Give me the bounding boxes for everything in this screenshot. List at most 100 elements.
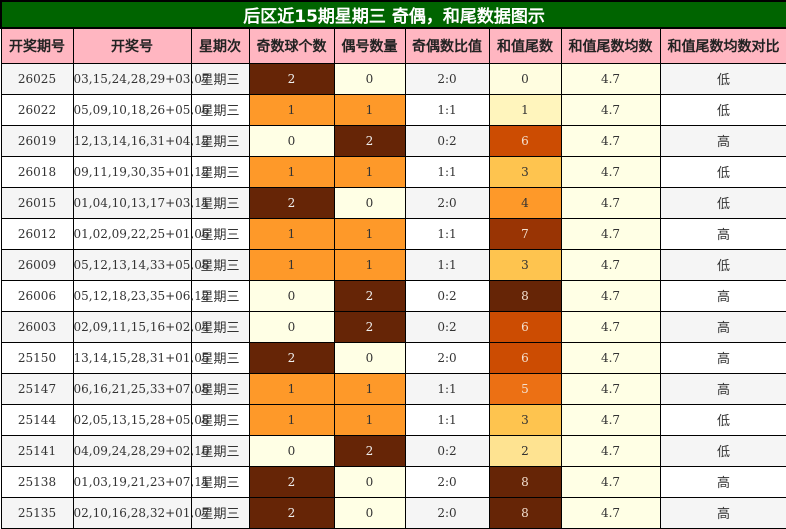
cell-sum-tail-avg: 4.7 [560, 93, 661, 126]
cell-sum-tail-avg: 4.7 [560, 248, 661, 281]
cell-odd-count: 2 [248, 186, 335, 219]
header-numbers: 开奖号 [72, 27, 192, 64]
cell-odd-even-ratio: 2:0 [404, 465, 490, 498]
cell-issue: 26019 [0, 124, 74, 157]
cell-odd-even-ratio: 1:1 [404, 403, 490, 436]
cell-odd-even-ratio: 0:2 [404, 310, 490, 343]
cell-sum-tail-compare: 高 [659, 310, 786, 343]
cell-weekday: 星期三 [190, 341, 250, 374]
cell-issue: 26015 [0, 186, 74, 219]
cell-even-count: 1 [333, 372, 406, 405]
cell-numbers: 13,14,15,28,31+01,05 [72, 341, 210, 374]
cell-sum-tail: 1 [488, 93, 562, 126]
cell-even-count: 1 [333, 403, 406, 436]
header-odd-count: 奇数球个数 [248, 27, 335, 64]
cell-even-count: 1 [333, 155, 406, 188]
table-row: 26006 05,12,18,23,35+06,12 星期三 0 2 0:2 8 4.7 高 [0, 279, 786, 312]
cell-odd-even-ratio: 1:1 [404, 217, 490, 250]
cell-odd-count: 1 [248, 93, 335, 126]
cell-weekday: 星期三 [190, 186, 250, 219]
cell-issue: 26018 [0, 155, 74, 188]
cell-even-count: 1 [333, 217, 406, 250]
cell-even-count: 0 [333, 496, 406, 529]
table-row: 26015 01,04,10,13,17+03,11 星期三 2 0 2:0 4 4.7 低 [0, 186, 786, 219]
table-row: 25147 06,16,21,25,33+07,08 星期三 1 1 1:1 5 4.7 高 [0, 372, 786, 405]
cell-even-count: 1 [333, 93, 406, 126]
cell-even-count: 2 [333, 124, 406, 157]
cell-issue: 25147 [0, 372, 74, 405]
cell-sum-tail-avg: 4.7 [560, 124, 661, 157]
cell-sum-tail-avg: 4.7 [560, 341, 661, 374]
cell-odd-count: 0 [248, 310, 335, 343]
cell-weekday: 星期三 [190, 279, 250, 312]
cell-even-count: 2 [333, 310, 406, 343]
cell-odd-count: 0 [248, 124, 335, 157]
cell-odd-count: 1 [248, 155, 335, 188]
cell-issue: 25135 [0, 496, 74, 529]
cell-sum-tail-compare: 高 [659, 341, 786, 374]
cell-sum-tail: 3 [488, 248, 562, 281]
cell-weekday: 星期三 [190, 124, 250, 157]
cell-sum-tail-compare: 低 [659, 93, 786, 126]
table-row: 25138 01,03,19,21,23+07,11 星期三 2 0 2:0 8 4.7 高 [0, 465, 786, 498]
cell-issue: 26003 [0, 310, 74, 343]
cell-sum-tail: 8 [488, 496, 562, 529]
cell-weekday: 星期三 [190, 403, 250, 436]
cell-sum-tail-avg: 4.7 [560, 62, 661, 95]
cell-odd-count: 2 [248, 465, 335, 498]
cell-numbers: 01,04,10,13,17+03,11 [72, 186, 210, 219]
cell-sum-tail-avg: 4.7 [560, 496, 661, 529]
cell-numbers: 06,16,21,25,33+07,08 [72, 372, 210, 405]
table-row: 26022 05,09,10,18,26+05,06 星期三 1 1 1:1 1 4.7 低 [0, 93, 786, 126]
cell-issue: 25138 [0, 465, 74, 498]
cell-issue: 25141 [0, 434, 74, 467]
cell-sum-tail: 6 [488, 124, 562, 157]
cell-odd-count: 0 [248, 434, 335, 467]
header-sum-tail-avg: 和值尾数均数 [560, 27, 661, 64]
cell-weekday: 星期三 [190, 217, 250, 250]
cell-even-count: 1 [333, 248, 406, 281]
cell-sum-tail: 6 [488, 341, 562, 374]
cell-odd-count: 0 [248, 279, 335, 312]
table-row: 26009 05,12,13,14,33+05,08 星期三 1 1 1:1 3 4.7 低 [0, 248, 786, 281]
cell-issue: 26009 [0, 248, 74, 281]
cell-sum-tail-compare: 低 [659, 62, 786, 95]
cell-odd-count: 1 [248, 248, 335, 281]
cell-numbers: 01,02,09,22,25+01,06 [72, 217, 210, 250]
cell-issue: 26006 [0, 279, 74, 312]
cell-odd-even-ratio: 2:0 [404, 186, 490, 219]
cell-sum-tail: 6 [488, 310, 562, 343]
cell-even-count: 2 [333, 279, 406, 312]
table-row: 26003 02,09,11,15,16+02,04 星期三 0 2 0:2 6 4.7 高 [0, 310, 786, 343]
cell-sum-tail-avg: 4.7 [560, 465, 661, 498]
cell-numbers: 02,05,13,15,28+05,08 [72, 403, 210, 436]
table-row: 25141 04,09,24,28,29+02,10 星期三 0 2 0:2 2 4.7 低 [0, 434, 786, 467]
cell-weekday: 星期三 [190, 434, 250, 467]
header-odd-even-ratio: 奇偶数比值 [404, 27, 490, 64]
cell-issue: 25144 [0, 403, 74, 436]
header-weekday: 星期次 [190, 27, 250, 64]
cell-odd-even-ratio: 0:2 [404, 124, 490, 157]
table-title: 后区近15期星期三 奇偶，和尾数据图示 [0, 0, 786, 29]
cell-weekday: 星期三 [190, 465, 250, 498]
cell-sum-tail-compare: 高 [659, 465, 786, 498]
table-row: 25144 02,05,13,15,28+05,08 星期三 1 1 1:1 3 4.7 低 [0, 403, 786, 436]
cell-numbers: 05,12,18,23,35+06,12 [72, 279, 210, 312]
cell-odd-even-ratio: 2:0 [404, 496, 490, 529]
cell-sum-tail-compare: 高 [659, 372, 786, 405]
cell-issue: 25150 [0, 341, 74, 374]
cell-sum-tail-avg: 4.7 [560, 155, 661, 188]
cell-numbers: 05,09,10,18,26+05,06 [72, 93, 210, 126]
cell-numbers: 05,12,13,14,33+05,08 [72, 248, 210, 281]
cell-odd-count: 1 [248, 217, 335, 250]
cell-sum-tail-avg: 4.7 [560, 279, 661, 312]
cell-sum-tail-avg: 4.7 [560, 217, 661, 250]
cell-numbers: 09,11,19,30,35+01,12 [72, 155, 210, 188]
cell-even-count: 2 [333, 434, 406, 467]
cell-odd-even-ratio: 1:1 [404, 372, 490, 405]
cell-weekday: 星期三 [190, 155, 250, 188]
cell-odd-even-ratio: 2:0 [404, 62, 490, 95]
table-row: 26025 03,15,24,28,29+03,07 星期三 2 0 2:0 0 4.7 低 [0, 62, 786, 95]
cell-sum-tail-compare: 高 [659, 217, 786, 250]
